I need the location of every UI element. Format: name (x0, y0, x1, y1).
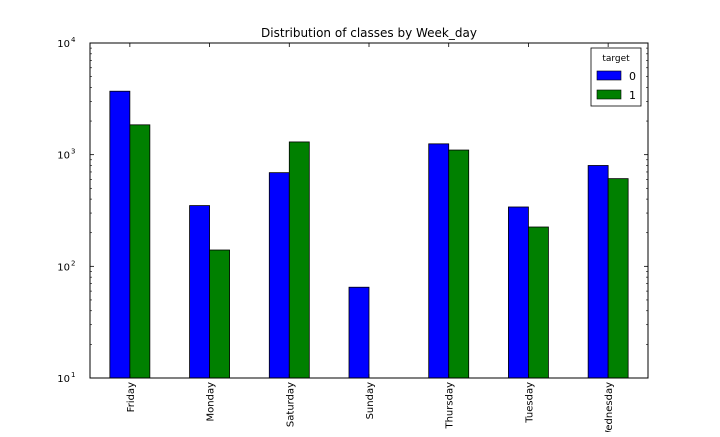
bar-saturday-target-0 (268, 172, 290, 379)
y-tick-label: 10 (57, 374, 70, 385)
y-tick-exponent: 1 (71, 371, 75, 379)
legend-swatch-1 (596, 89, 622, 100)
x-tick-label: Friday (126, 382, 137, 412)
x-axis: Friday Monday Saturday Sunday Thursday Tuesda… (126, 43, 615, 437)
chart-title: Distribution of classes by Week_day (261, 26, 477, 40)
x-tick-label: Sunday (365, 382, 376, 419)
legend-title: target (602, 54, 630, 64)
legend-label-0: 0 (629, 70, 636, 83)
y-tick-label: 10 (57, 151, 70, 162)
x-tick-label: Saturday (285, 382, 296, 427)
plot-frame (89, 42, 649, 379)
x-tick-label: Thursday (445, 382, 456, 430)
bar-thursday-target-0 (428, 143, 450, 379)
bar-tuesday-target-0 (508, 206, 529, 379)
bar-monday-target-1 (209, 249, 230, 379)
bar-friday-target-1 (129, 124, 151, 379)
x-tick-label: Tuesday (524, 382, 535, 424)
y-tick-label: 10 (57, 39, 70, 50)
legend-swatch-0 (596, 70, 622, 81)
x-tick-label: Wednesday (604, 382, 615, 432)
bar-wednesday-target-0 (587, 165, 609, 379)
bar-wednesday-target-1 (607, 178, 629, 379)
bar-thursday-target-1 (448, 149, 470, 379)
bars-group (109, 90, 629, 379)
bar-monday-target-0 (189, 205, 210, 379)
bar-friday-target-0 (109, 90, 131, 379)
legend: target 0 1 (590, 47, 642, 107)
x-tick-label: Monday (206, 382, 217, 422)
y-tick-exponent: 3 (71, 148, 75, 156)
bar-tuesday-target-1 (528, 226, 549, 379)
y-tick-exponent: 2 (71, 259, 75, 267)
legend-label-1: 1 (629, 89, 636, 102)
bar-sunday-target-0 (348, 286, 370, 379)
y-tick-exponent: 4 (71, 36, 76, 44)
bar-saturday-target-1 (288, 141, 310, 379)
y-tick-label: 10 (57, 262, 70, 273)
